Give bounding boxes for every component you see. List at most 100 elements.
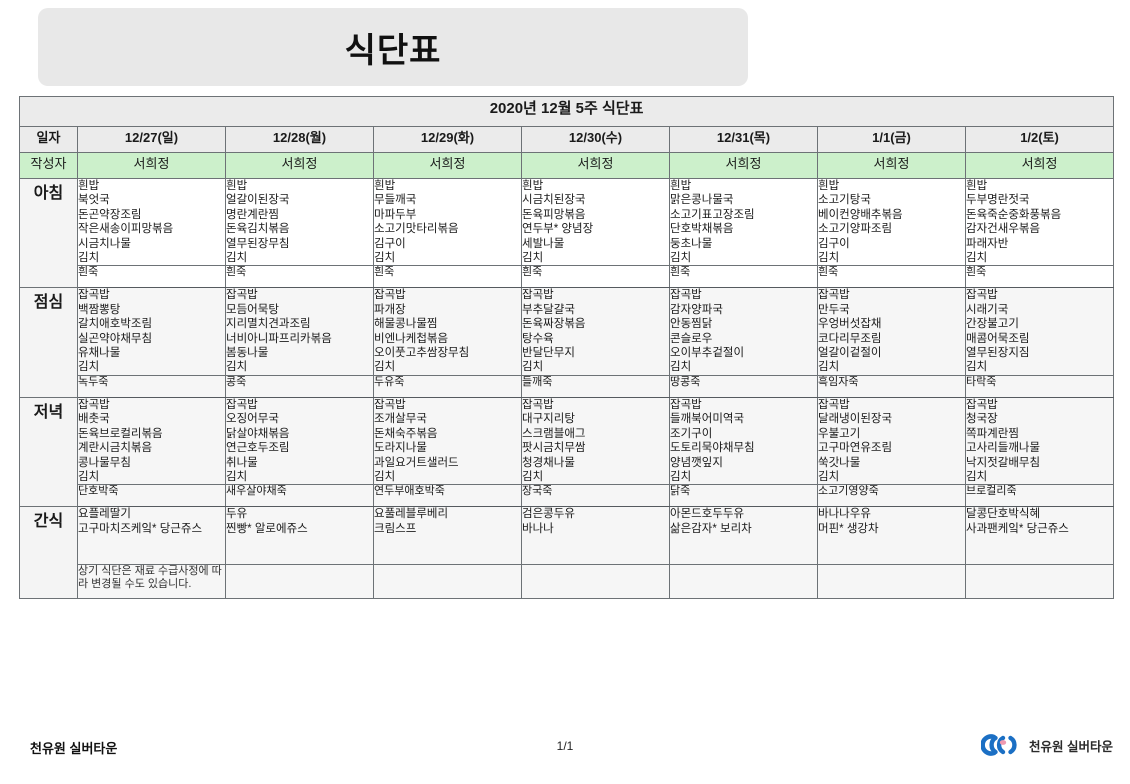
note-blank-2 bbox=[373, 564, 522, 600]
dish-item: 잡곡밥 bbox=[78, 289, 110, 302]
lunch-porridge-3: 들깨죽 bbox=[521, 374, 670, 398]
dish-item: 흰밥 bbox=[78, 180, 100, 192]
dish-item: 사과팬케잌* 당근쥬스 bbox=[966, 522, 1069, 535]
dish-item: 열무된장무침 bbox=[226, 237, 290, 250]
dish-item: 돈채숙주볶음 bbox=[374, 427, 438, 440]
dish-item: 요풀레블루베리 bbox=[374, 508, 449, 521]
dish-item: 우엉버섯잡채 bbox=[818, 318, 882, 331]
dish-item: 반달단무지 bbox=[522, 347, 575, 360]
dinner-porridge-0: 단호박죽 bbox=[77, 484, 226, 508]
dish-item: 두부명란젓국 bbox=[966, 194, 1030, 207]
dish-item: 우불고기 bbox=[818, 427, 861, 440]
dish-item: 김치 bbox=[670, 252, 692, 265]
dish-item: 잡곡밥 bbox=[670, 398, 702, 411]
snack-cell-3: 검은콩두유 바나나 bbox=[521, 506, 670, 566]
dish-item: 부추달걀국 bbox=[522, 303, 575, 316]
title-banner: 식단표 bbox=[38, 8, 748, 86]
dish-item: 김치 bbox=[78, 470, 100, 483]
lunch-cell-4: 잡곡밥 감자양파국 안동찜닭 콘슬로우 오이부추겉절이 김치 bbox=[669, 287, 818, 376]
breakfast-cell-4: 흰밥 맑은콩나물국 소고기표고장조림 단호박채볶음 둥초나물 김치 bbox=[669, 177, 818, 267]
dish-item: 세발나물 bbox=[522, 237, 565, 250]
lunch-porridge-2: 두유죽 bbox=[373, 374, 522, 398]
dish-item: 김치 bbox=[522, 470, 544, 483]
menu-table: 2020년 12월 5주 식단표 일자 12/27(일) 12/28(월) 12… bbox=[18, 96, 1115, 600]
dish-item: 콘슬로우 bbox=[670, 332, 713, 345]
snack-cell-6: 달콩단호박식혜 사과팬케잌* 당근쥬스 bbox=[964, 506, 1115, 566]
note-blank-5 bbox=[817, 564, 966, 600]
dish-item: 얼갈이겉절이 bbox=[818, 347, 882, 360]
breakfast-porridge-5: 흰죽 bbox=[817, 265, 966, 289]
dish-item: 김구이 bbox=[374, 237, 406, 250]
dish-item: 실곤약야채무침 bbox=[78, 332, 153, 345]
dish-item: 도토리묵야채무침 bbox=[670, 442, 755, 455]
note-blank-1 bbox=[225, 564, 374, 600]
row-label-breakfast: 아침 bbox=[19, 177, 78, 289]
date-header-5: 1/1(금) bbox=[817, 126, 966, 153]
date-header-2: 12/29(화) bbox=[373, 126, 522, 153]
note-blank-4 bbox=[669, 564, 818, 600]
dinner-cell-4: 잡곡밥 들깨북어미역국 조기구이 도토리묵야채무침 양념깻잎지 김치 bbox=[669, 396, 818, 486]
dish-item: 백짬뽕탕 bbox=[78, 303, 121, 316]
dish-item: 돈육죽순중화풍볶음 bbox=[966, 208, 1062, 221]
lunch-cell-3: 잡곡밥 부추달걀국 돈육짜장볶음 탕수육 반달단무지 김치 bbox=[521, 287, 670, 376]
dish-item: 베이컨양배추볶음 bbox=[818, 208, 903, 221]
dish-item: 매콤어묵조림 bbox=[966, 332, 1030, 345]
dish-item: 탕수육 bbox=[522, 332, 554, 345]
dish-item: 김치 bbox=[226, 470, 248, 483]
date-header-6: 1/2(토) bbox=[964, 126, 1115, 153]
dish-item: 잡곡밥 bbox=[522, 289, 554, 302]
dish-item: 들깨북어미역국 bbox=[670, 413, 745, 426]
dish-item: 흰밥 bbox=[522, 180, 544, 192]
dinner-porridge-row: 단호박죽 새우살야채죽 연두부애호박죽 장국죽 닭죽 소고기영양죽 브로컬리죽 bbox=[20, 484, 1115, 508]
dish-item: 시래기국 bbox=[966, 303, 1009, 316]
dish-item: 흰밥 bbox=[818, 180, 840, 192]
dish-item: 쪽파계란찜 bbox=[966, 427, 1019, 440]
dish-item: 코다리무조림 bbox=[818, 332, 882, 345]
lunch-cell-6: 잡곡밥 시래기국 간장불고기 매콤어묵조림 열무된장지짐 김치 bbox=[964, 287, 1115, 376]
menu-change-note: 상기 식단은 재료 수급사정에 따라 변경될 수도 있습니다. bbox=[77, 564, 226, 600]
dish-item: 잡곡밥 bbox=[670, 289, 702, 302]
dish-item: 도라지나물 bbox=[374, 442, 427, 455]
row-label-dinner: 저녁 bbox=[19, 396, 78, 508]
dish-item: 감자건새우볶음 bbox=[966, 223, 1041, 236]
breakfast-cell-6: 흰밥 두부명란젓국 돈육죽순중화풍볶음 감자건새우볶음 파래자반 김치 bbox=[964, 177, 1115, 267]
dish-item: 유채나물 bbox=[78, 347, 121, 360]
breakfast-cell-3: 흰밥 시금치된장국 돈육피망볶음 연두부* 양념장 세발나물 김치 bbox=[521, 177, 670, 267]
breakfast-porridge-row: 흰죽 흰죽 흰죽 흰죽 흰죽 흰죽 흰죽 bbox=[20, 265, 1115, 289]
dish-item: 감자양파국 bbox=[670, 303, 723, 316]
dish-item: 오이부추겉절이 bbox=[670, 347, 745, 360]
lunch-porridge-5: 흑임자죽 bbox=[817, 374, 966, 398]
dish-item: 고사리들깨나물 bbox=[966, 442, 1041, 455]
breakfast-porridge-0: 흰죽 bbox=[77, 265, 226, 289]
dish-item: 쑥갓나물 bbox=[818, 456, 861, 469]
dish-item: 청경채나물 bbox=[522, 456, 575, 469]
dish-item: 검은콩두유 bbox=[522, 508, 575, 521]
dish-item: 김치 bbox=[670, 361, 692, 374]
dish-item: 흰밥 bbox=[374, 180, 396, 192]
author-0: 서희정 bbox=[77, 152, 226, 179]
dish-item: 머핀* 생강차 bbox=[818, 522, 879, 535]
dish-item: 잡곡밥 bbox=[374, 398, 406, 411]
dish-item: 바나나우유 bbox=[818, 508, 871, 521]
dish-item: 마파두부 bbox=[374, 208, 417, 221]
dish-item: 달래냉이된장국 bbox=[818, 413, 893, 426]
lunch-cell-5: 잡곡밥 만두국 우엉버섯잡채 코다리무조림 얼갈이겉절이 김치 bbox=[817, 287, 966, 376]
dish-item: 콩나물무침 bbox=[78, 456, 131, 469]
company-logo-icon bbox=[981, 734, 1017, 756]
dish-item: 돈육짜장볶음 bbox=[522, 318, 586, 331]
dish-item: 갈치애호박조림 bbox=[78, 318, 153, 331]
dish-item: 잡곡밥 bbox=[818, 398, 850, 411]
dish-item: 소고기표고장조림 bbox=[670, 208, 755, 221]
dish-item: 잡곡밥 bbox=[966, 398, 998, 411]
breakfast-row: 아침 흰밥 북엇국 돈곤약장조림 작은새송이피망볶음 시금치나물 김치 흰밥 얼갈이된장국 명… bbox=[19, 177, 1115, 289]
dish-item: 김치 bbox=[78, 361, 100, 374]
dish-item: 봄동나물 bbox=[226, 347, 269, 360]
dish-item: 찐빵* 알로에쥬스 bbox=[226, 522, 308, 535]
dish-item: 과일요거트샐러드 bbox=[374, 456, 459, 469]
dish-item: 모듬어묵탕 bbox=[226, 303, 279, 316]
note-blank-6 bbox=[964, 564, 1115, 600]
dish-item: 고구마연유조림 bbox=[818, 442, 893, 455]
lunch-porridge-1: 콩죽 bbox=[225, 374, 374, 398]
